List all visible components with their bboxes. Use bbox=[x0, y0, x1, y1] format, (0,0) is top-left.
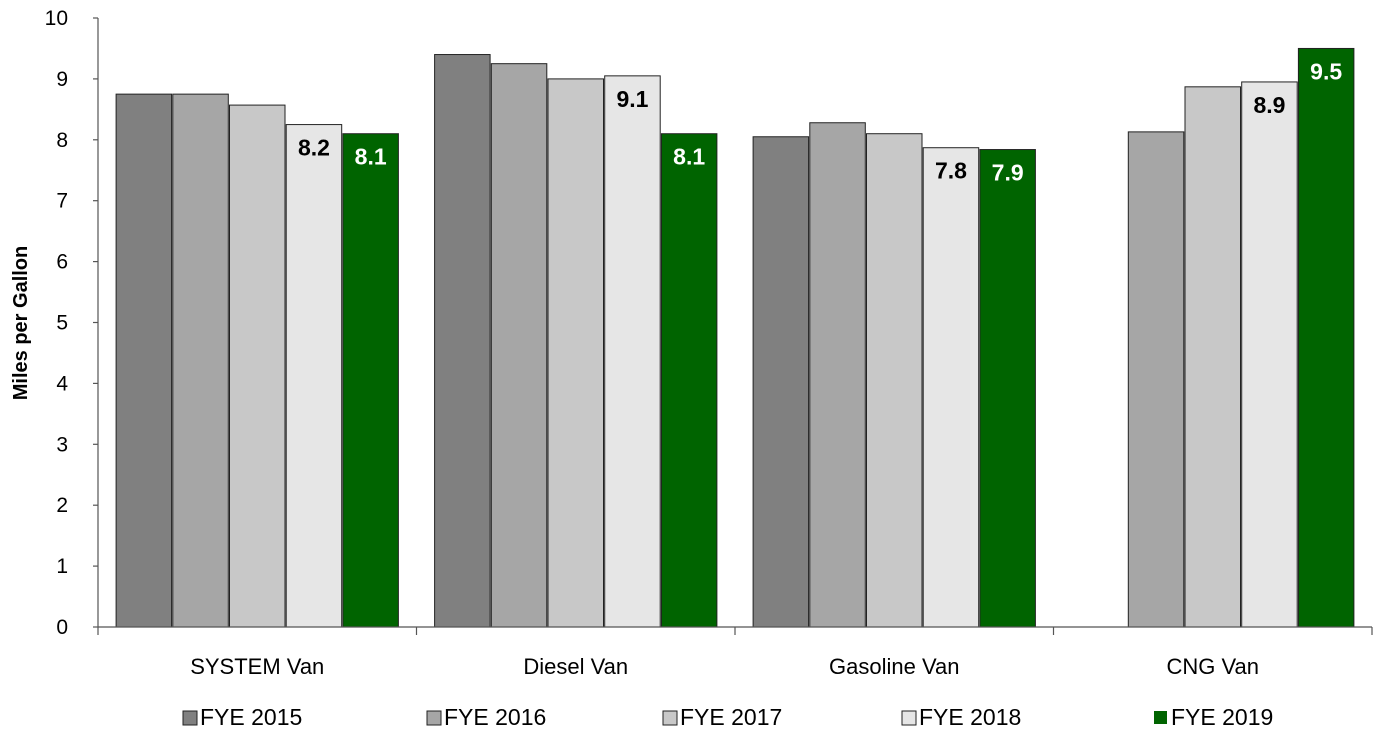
x-tick-label: Gasoline Van bbox=[829, 654, 959, 679]
data-label: 7.8 bbox=[935, 158, 967, 184]
data-label: 8.9 bbox=[1253, 92, 1285, 118]
bar-system-van-fye-2017 bbox=[229, 104, 286, 628]
data-label: 8.2 bbox=[298, 135, 330, 161]
y-tick-label: 1 bbox=[56, 555, 68, 578]
x-tick-label: SYSTEM Van bbox=[190, 654, 324, 679]
bar-gasoline-van-fye-2019 bbox=[979, 149, 1036, 628]
legend-label: FYE 2018 bbox=[919, 704, 1021, 730]
bar-gasoline-van-fye-2017 bbox=[866, 133, 923, 628]
legend: FYE 2015 FYE 2016 FYE 2017 FYE 2018 FYE 2019 bbox=[182, 704, 1273, 730]
y-tick-label: 3 bbox=[56, 433, 68, 456]
bar-system-van-fye-2019 bbox=[342, 133, 399, 628]
legend-swatch-fye-2016 bbox=[426, 710, 442, 726]
data-label: 9.5 bbox=[1310, 58, 1342, 84]
y-tick-label: 2 bbox=[56, 494, 68, 517]
y-tick-label: 0 bbox=[56, 616, 68, 639]
bar-cng-van-fye-2016 bbox=[1127, 131, 1185, 628]
legend-swatch-fye-2018 bbox=[901, 710, 917, 726]
legend-label: FYE 2017 bbox=[680, 704, 782, 730]
bar-gasoline-van-fye-2016 bbox=[809, 122, 866, 628]
y-axis: 0 1 2 3 4 5 6 7 8 9 10 bbox=[45, 7, 99, 639]
bar-diesel-van-fye-2017 bbox=[547, 78, 604, 628]
bar-diesel-van-fye-2015 bbox=[434, 54, 491, 628]
bar-system-van-fye-2018 bbox=[285, 124, 343, 628]
y-tick-label: 10 bbox=[45, 7, 68, 30]
bar-diesel-van-fye-2019 bbox=[660, 133, 718, 628]
legend-label: FYE 2019 bbox=[1171, 704, 1273, 730]
legend-swatch-fye-2017 bbox=[662, 710, 678, 726]
bar-cng-van-fye-2019 bbox=[1297, 47, 1355, 628]
y-tick-label: 5 bbox=[56, 312, 68, 335]
y-tick-label: 6 bbox=[56, 251, 68, 274]
legend-swatch-fye-2019 bbox=[1154, 711, 1167, 724]
bar-gasoline-van-fye-2015 bbox=[752, 136, 810, 628]
bar-diesel-van-fye-2016 bbox=[490, 63, 548, 628]
legend-swatch-fye-2015 bbox=[182, 710, 198, 726]
x-tick-label: CNG Van bbox=[1166, 654, 1259, 679]
data-label: 8.1 bbox=[673, 144, 705, 170]
data-label: 7.9 bbox=[992, 160, 1024, 186]
bar-cng-van-fye-2018 bbox=[1241, 81, 1298, 628]
legend-label: FYE 2015 bbox=[200, 704, 302, 730]
bar-gasoline-van-fye-2018 bbox=[922, 147, 980, 628]
bar-system-van-fye-2016 bbox=[172, 93, 229, 628]
bar-diesel-van-fye-2018 bbox=[604, 75, 661, 628]
bar-cng-van-fye-2017 bbox=[1184, 86, 1241, 628]
bar-system-van-fye-2015 bbox=[115, 93, 173, 628]
y-axis-title: Miles per Gallon bbox=[10, 246, 32, 400]
x-axis: SYSTEM Van Diesel Van Gasoline Van CNG Van bbox=[97, 626, 1373, 679]
data-labels: 8.2 8.1 9.1 8.1 7.8 7.9 8.9 9.5 bbox=[298, 58, 1342, 185]
y-tick-label: 9 bbox=[56, 68, 68, 91]
data-label: 8.1 bbox=[355, 144, 387, 170]
y-tick-label: 4 bbox=[56, 372, 68, 395]
x-tick-label: Diesel Van bbox=[523, 654, 628, 679]
data-label: 9.1 bbox=[616, 86, 648, 112]
y-tick-label: 7 bbox=[56, 190, 68, 213]
y-tick-label: 8 bbox=[56, 129, 68, 152]
legend-label: FYE 2016 bbox=[444, 704, 546, 730]
bars bbox=[115, 47, 1355, 628]
